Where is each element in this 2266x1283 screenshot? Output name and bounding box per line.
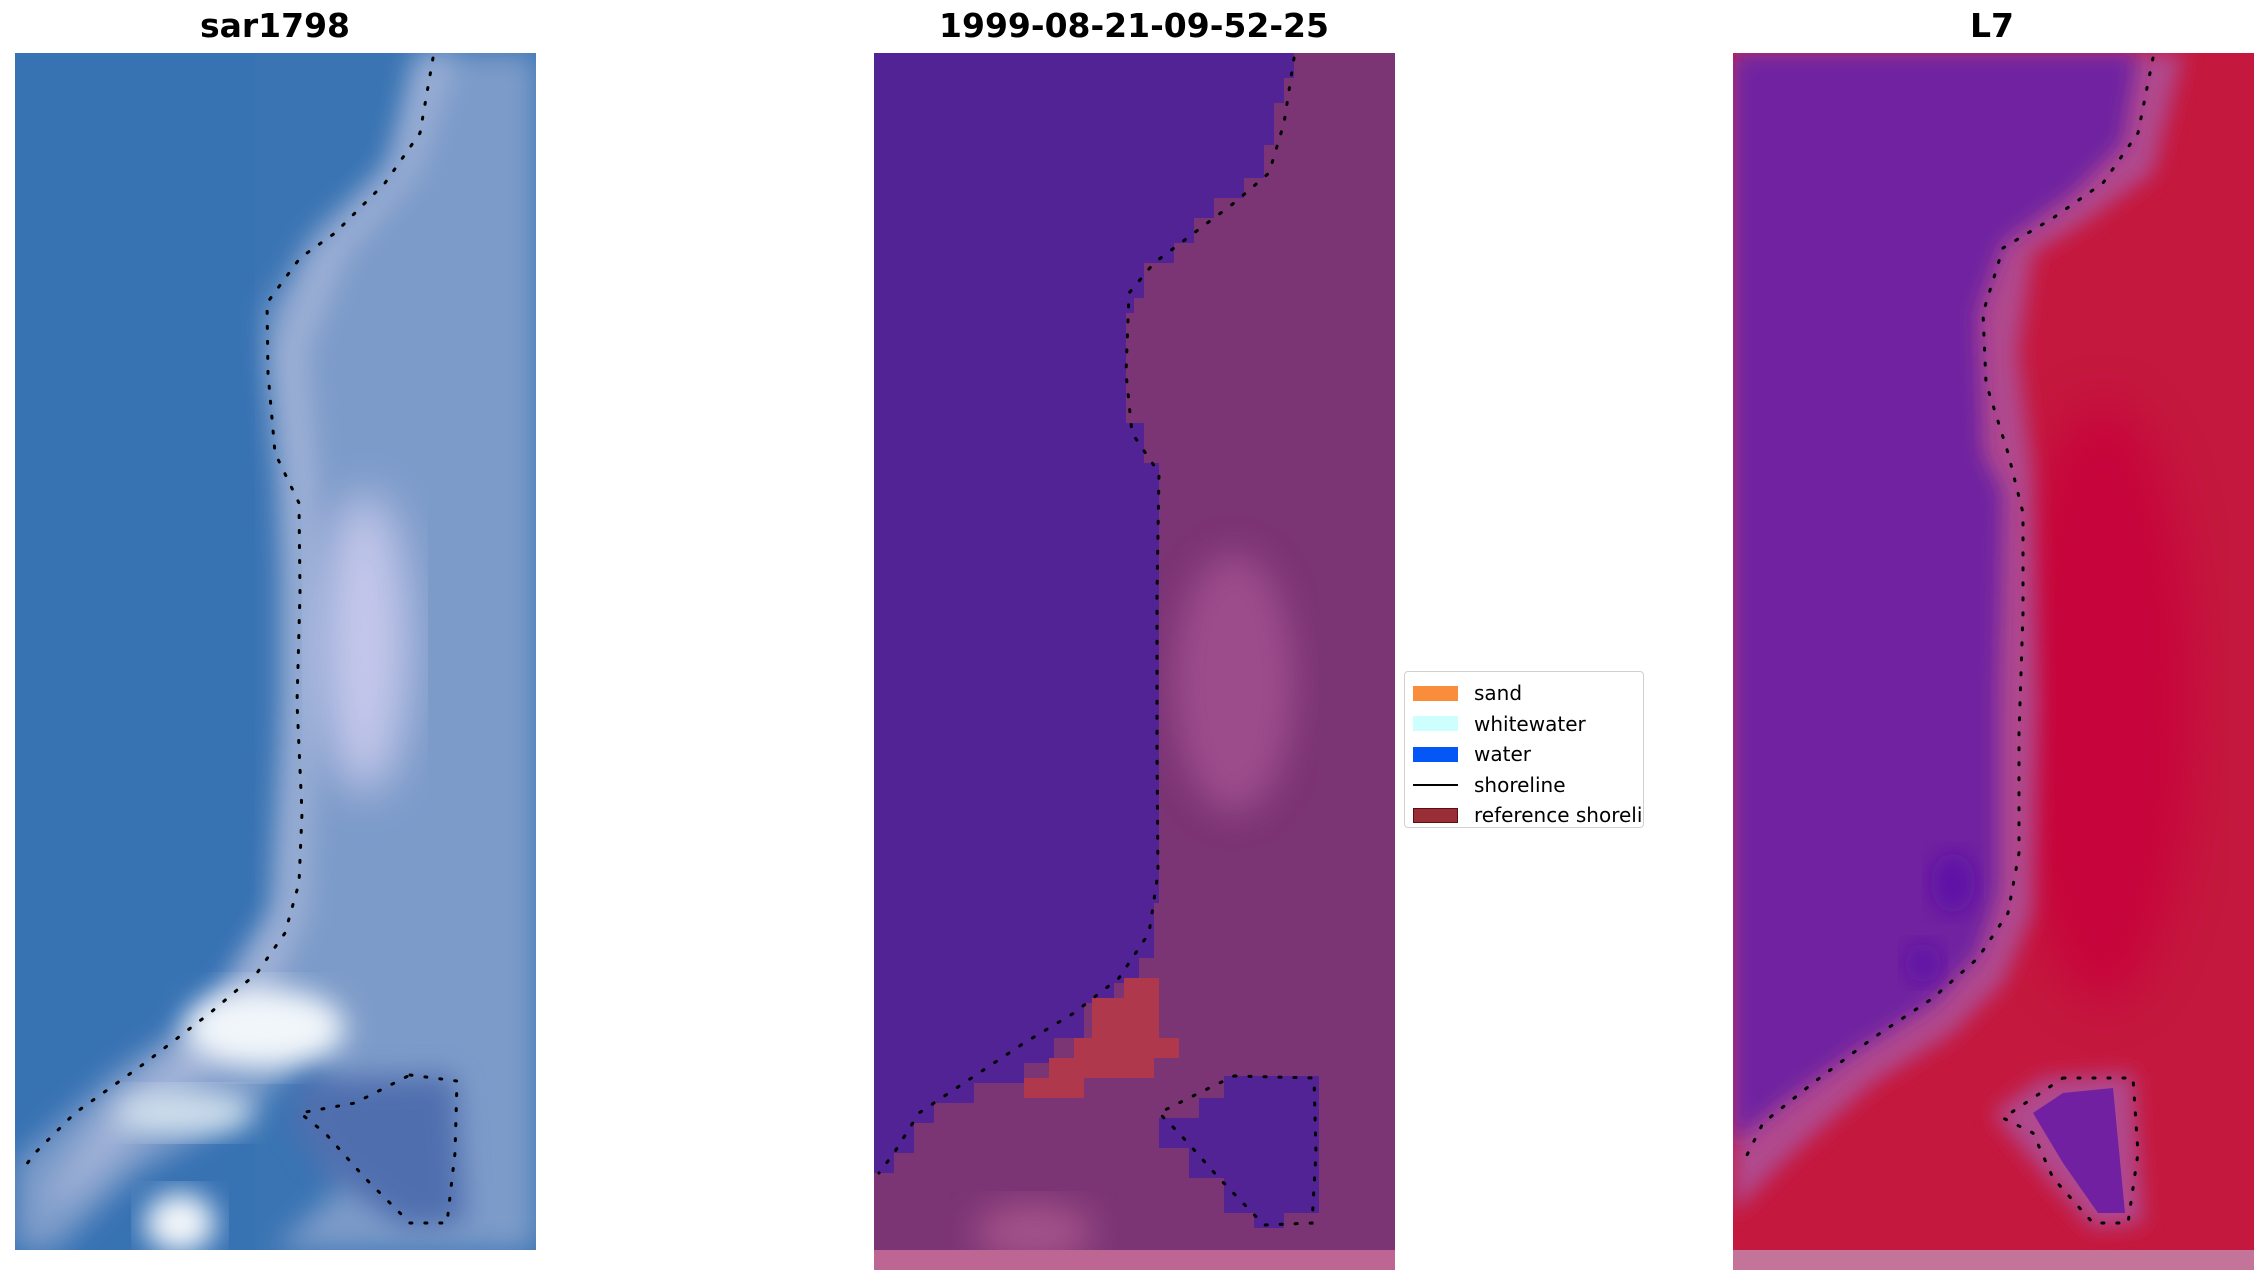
legend-label: sand xyxy=(1474,681,1523,706)
legend-item-water: water xyxy=(1405,739,1643,770)
lagoon-area xyxy=(290,1075,465,1228)
legend-label: water xyxy=(1474,742,1531,767)
sand-patch xyxy=(320,493,410,793)
lagoon-water xyxy=(2033,1088,2125,1213)
panel-title-classification: 1999-08-21-09-52-25 xyxy=(939,6,1329,45)
legend-item-sand: sand xyxy=(1405,678,1643,709)
lagoon-shoreline-dotted xyxy=(1156,1074,1318,1227)
reference-shoreline-buffer xyxy=(1024,978,1179,1098)
panel-title-index: L7 xyxy=(1970,6,2014,45)
land-area xyxy=(15,53,536,1250)
lagoon-water xyxy=(1159,1076,1319,1228)
legend-label: whitewater xyxy=(1474,711,1586,736)
shoreline-dotted xyxy=(877,56,1296,1175)
whitewater-patch-2 xyxy=(115,1091,255,1135)
beach-strip xyxy=(35,53,455,1213)
legend-item-whitewater: whitewater xyxy=(1405,709,1643,740)
legend-swatch-water xyxy=(1413,746,1458,762)
legend: sand whitewater water shoreline referenc… xyxy=(1404,671,1644,828)
index-panel xyxy=(1733,53,2254,1270)
water-area xyxy=(1733,53,2138,1143)
legend-item-reference-buffer: reference shoreline buffer xyxy=(1405,800,1643,828)
legend-swatch-shoreline xyxy=(1413,783,1458,786)
water-area xyxy=(874,53,1294,1173)
panel-title-rgb: sar1798 xyxy=(199,6,351,45)
deep-water-spot-2 xyxy=(1905,943,1941,983)
land-highlight xyxy=(1174,553,1294,813)
legend-label: shoreline xyxy=(1474,772,1566,797)
bottom-strip xyxy=(1733,1250,2254,1270)
whitewater-patch xyxy=(185,988,345,1068)
deep-water-spot xyxy=(1931,853,1975,913)
legend-swatch-sand xyxy=(1413,685,1458,701)
legend-swatch-reference-buffer xyxy=(1413,807,1458,823)
bottom-strip xyxy=(874,1250,1395,1270)
land-highlight-2 xyxy=(974,1203,1094,1263)
whitewater-patch-3 xyxy=(145,1193,215,1250)
legend-label: reference shoreline buffer xyxy=(1474,803,1643,828)
shoreline-dotted xyxy=(1741,56,2155,1165)
classification-panel xyxy=(874,53,1395,1270)
legend-swatch-whitewater xyxy=(1413,716,1458,732)
rgb-image-panel xyxy=(15,53,536,1250)
lagoon-shoreline-dotted xyxy=(2000,1076,2140,1225)
legend-item-shoreline: shoreline xyxy=(1405,770,1643,801)
land-core xyxy=(2013,403,2193,1003)
